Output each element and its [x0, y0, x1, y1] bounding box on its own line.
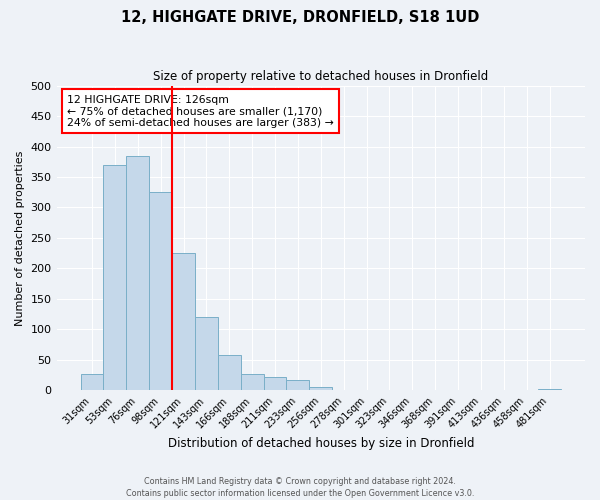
Bar: [263, 377, 286, 390]
Y-axis label: Number of detached properties: Number of detached properties: [15, 150, 25, 326]
Text: Contains HM Land Registry data © Crown copyright and database right 2024.
Contai: Contains HM Land Registry data © Crown c…: [126, 476, 474, 498]
Text: 12, HIGHGATE DRIVE, DRONFIELD, S18 1UD: 12, HIGHGATE DRIVE, DRONFIELD, S18 1UD: [121, 10, 479, 25]
Bar: [195, 317, 218, 390]
X-axis label: Distribution of detached houses by size in Dronfield: Distribution of detached houses by size …: [167, 437, 474, 450]
Bar: [127, 156, 149, 390]
Bar: [241, 374, 263, 390]
Title: Size of property relative to detached houses in Dronfield: Size of property relative to detached ho…: [153, 70, 488, 83]
Bar: [218, 355, 241, 390]
Text: 12 HIGHGATE DRIVE: 126sqm
← 75% of detached houses are smaller (1,170)
24% of se: 12 HIGHGATE DRIVE: 126sqm ← 75% of detac…: [67, 94, 334, 128]
Bar: [310, 387, 332, 390]
Bar: [80, 374, 103, 390]
Bar: [103, 165, 127, 390]
Bar: [172, 253, 195, 390]
Bar: [286, 380, 310, 390]
Bar: [538, 389, 561, 390]
Bar: [149, 192, 172, 390]
